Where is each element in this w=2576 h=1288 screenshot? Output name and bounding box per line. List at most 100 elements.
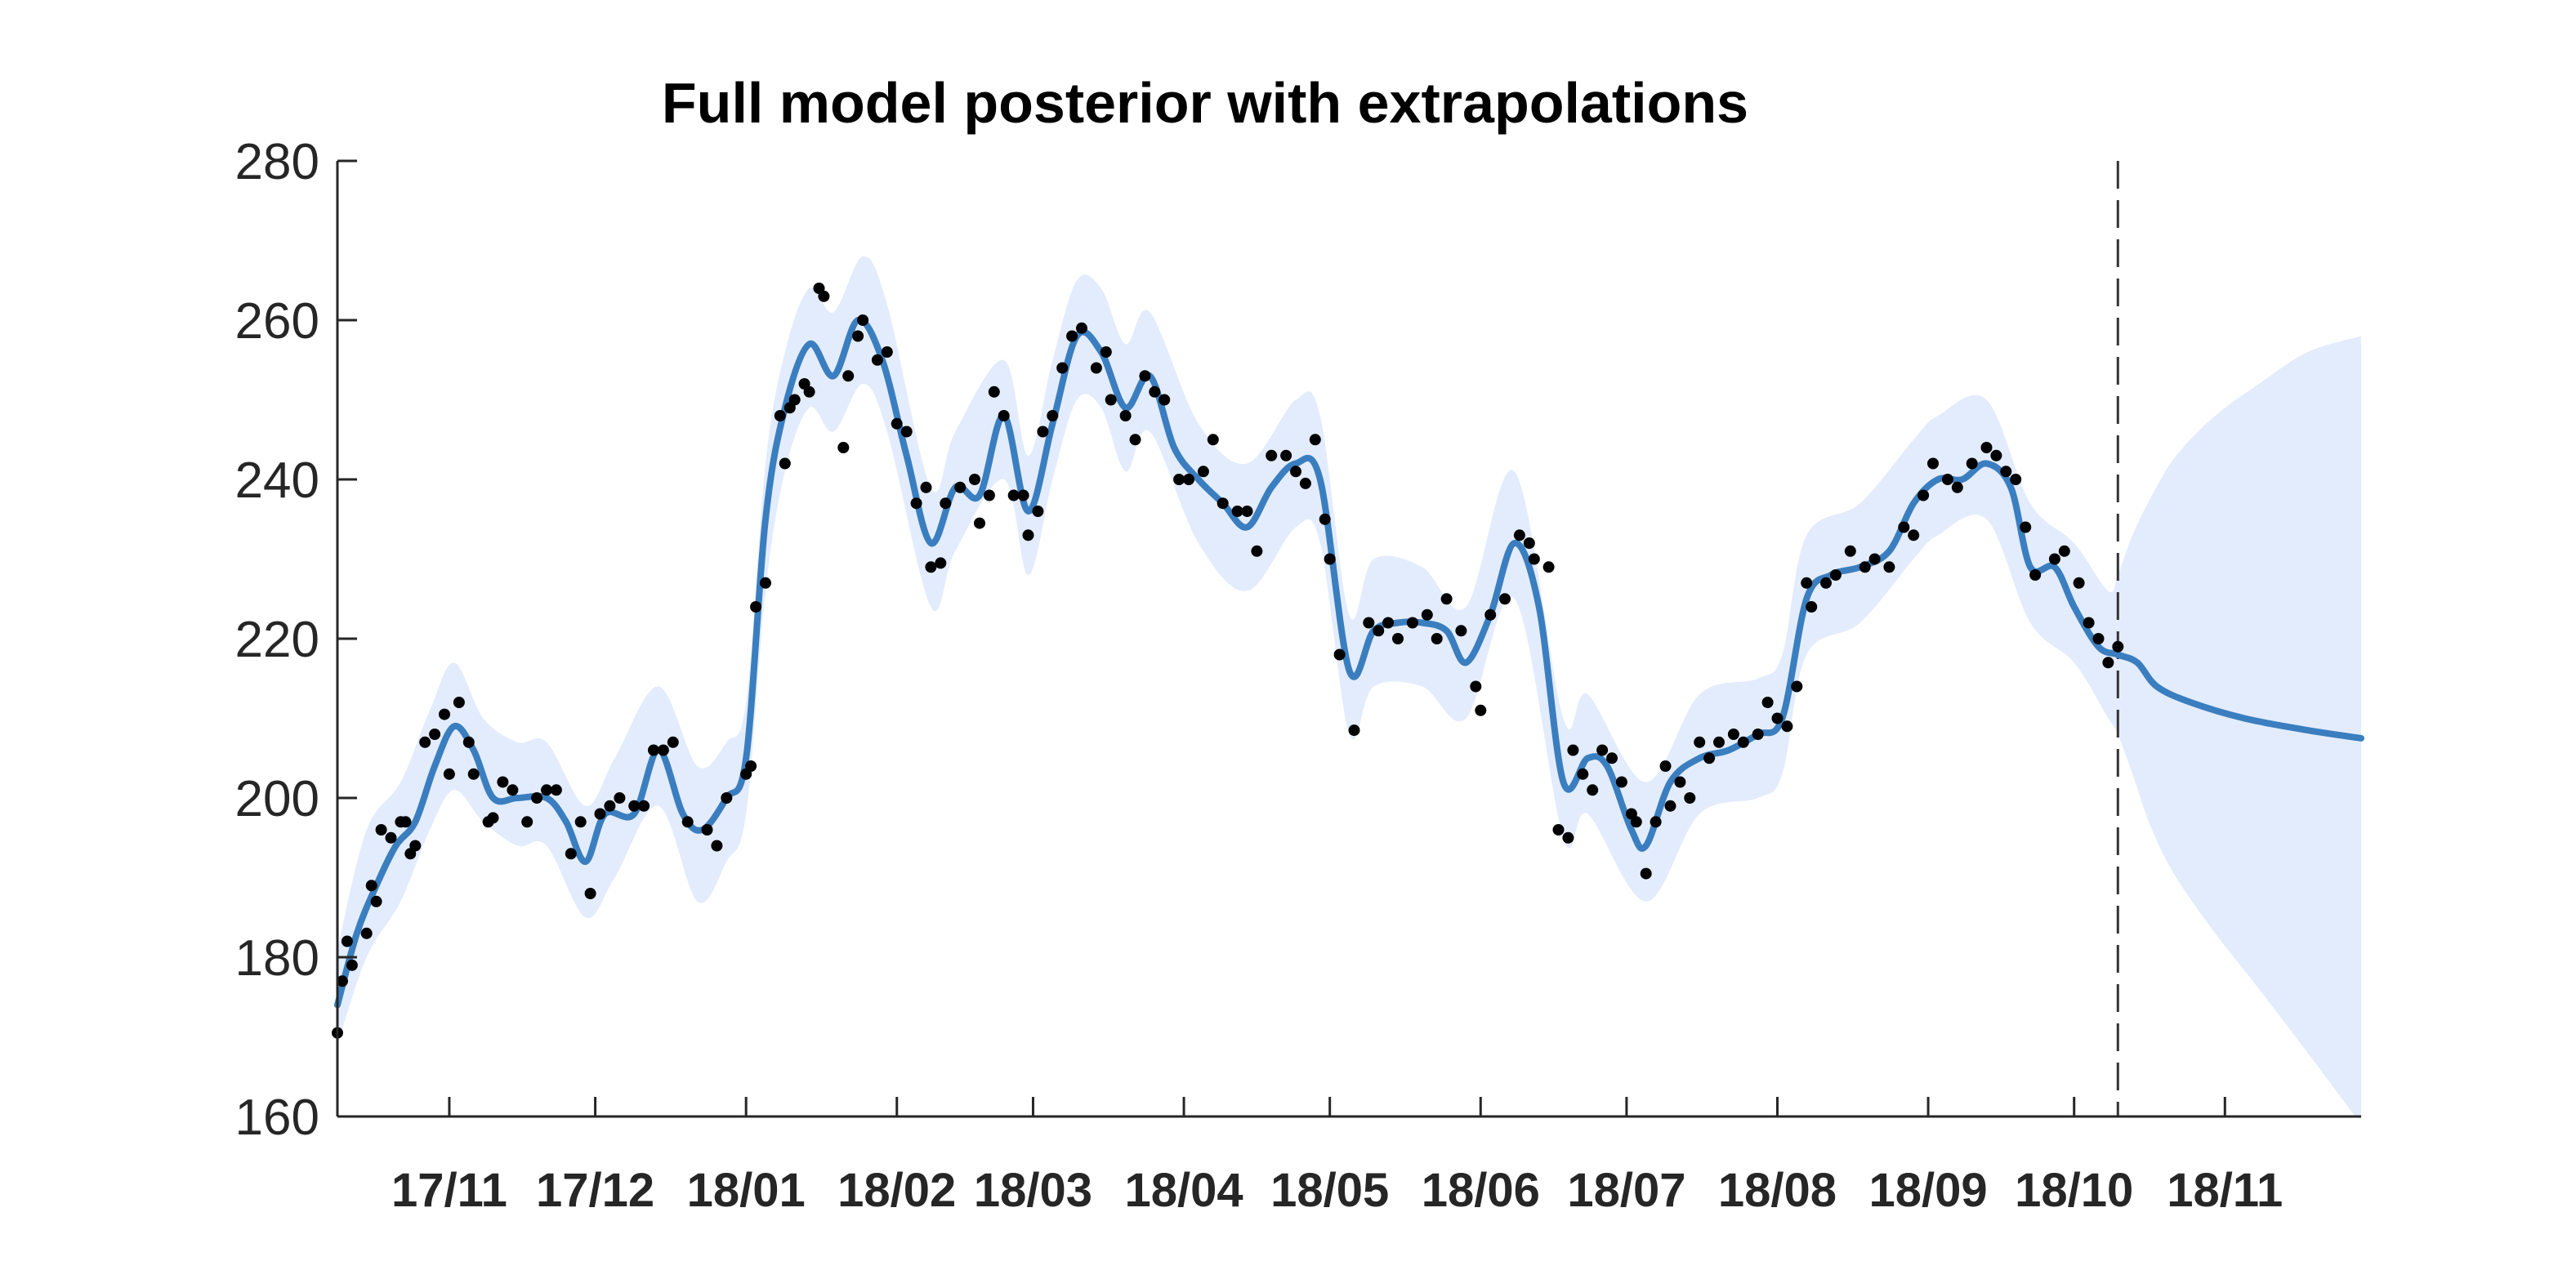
observation-point	[1820, 577, 1832, 589]
observation-point	[818, 290, 830, 302]
observation-point	[1908, 529, 1920, 541]
observation-point	[1431, 633, 1443, 644]
x-tick-label: 17/12	[536, 1164, 654, 1217]
observation-point	[2073, 577, 2085, 589]
observation-point	[871, 354, 883, 366]
x-tick-label: 18/10	[2015, 1164, 2133, 1217]
observation-points-layer	[332, 283, 2124, 1039]
observation-point	[1183, 474, 1194, 485]
observation-point	[2092, 633, 2105, 644]
observation-point	[443, 768, 455, 780]
observation-point	[370, 895, 382, 907]
x-tick-label: 18/02	[837, 1164, 956, 1217]
observation-point	[788, 394, 801, 406]
observation-point	[1149, 386, 1161, 398]
observation-point	[521, 816, 534, 828]
observation-point	[1455, 625, 1467, 637]
observation-point	[1844, 545, 1856, 557]
observation-point	[842, 370, 855, 382]
observation-point	[453, 697, 465, 708]
observation-point	[1406, 617, 1418, 629]
observation-point	[1528, 553, 1540, 565]
observation-point	[1231, 506, 1243, 517]
observation-point	[1119, 410, 1132, 421]
y-tick-label: 220	[235, 612, 319, 668]
observation-point	[462, 736, 475, 748]
observation-point	[721, 792, 733, 804]
observation-point	[1791, 680, 1803, 693]
observation-point	[1484, 608, 1497, 621]
observation-point	[881, 346, 893, 358]
observation-point	[604, 800, 616, 812]
observation-point	[628, 800, 641, 812]
observation-point	[1421, 608, 1433, 621]
observation-point	[531, 792, 543, 804]
observation-point	[346, 959, 358, 971]
observation-point	[419, 736, 431, 748]
observation-point	[657, 744, 669, 756]
observation-point	[760, 577, 771, 589]
observation-point	[910, 497, 922, 510]
observation-point	[1941, 474, 1953, 485]
observation-point	[1475, 704, 1487, 716]
observation-point	[1251, 545, 1263, 557]
observation-point	[1348, 724, 1360, 737]
observation-point	[891, 417, 903, 430]
observation-point	[857, 314, 869, 326]
observation-point	[1640, 867, 1652, 880]
observation-point	[1047, 410, 1059, 421]
observation-point	[1017, 489, 1029, 501]
observation-point	[1917, 489, 1930, 501]
observation-point	[1382, 617, 1395, 629]
x-tick-label: 18/04	[1124, 1164, 1243, 1217]
observation-point	[1552, 824, 1565, 836]
observation-point	[681, 816, 694, 828]
observation-point	[1037, 426, 1049, 438]
observation-point	[1898, 521, 1910, 533]
observation-point	[1241, 506, 1253, 517]
x-tick-label: 18/05	[1270, 1164, 1389, 1217]
observation-point	[1542, 561, 1555, 573]
observation-point	[1513, 529, 1525, 541]
observation-point	[574, 816, 587, 828]
observation-point	[507, 784, 519, 796]
observation-point	[1577, 768, 1589, 780]
credible-band-layer	[337, 256, 2361, 1116]
y-tick-label: 160	[235, 1090, 319, 1146]
observation-point	[1737, 736, 1749, 748]
observation-point	[467, 768, 480, 780]
observation-point	[900, 426, 913, 438]
x-tick-label: 18/01	[687, 1164, 806, 1217]
y-tick-label: 180	[235, 930, 319, 987]
observation-point	[998, 410, 1010, 421]
observation-point	[439, 708, 450, 720]
observation-point	[1197, 466, 1209, 478]
observation-point	[1100, 346, 1112, 358]
observation-point	[779, 457, 791, 470]
observation-point	[1105, 394, 1117, 406]
observation-point	[935, 557, 947, 569]
x-tick-label: 18/11	[2167, 1164, 2283, 1217]
credible-band	[337, 256, 2361, 1116]
x-tick-label: 18/08	[1718, 1164, 1837, 1217]
observation-point	[1927, 457, 1939, 470]
observation-point	[1499, 593, 1511, 605]
observation-point	[1650, 816, 1662, 828]
observation-point	[1173, 474, 1185, 485]
observation-point	[1392, 633, 1404, 644]
observation-point	[638, 800, 650, 812]
observation-point	[940, 497, 952, 510]
observation-point	[1630, 816, 1642, 828]
observation-point	[1022, 529, 1034, 541]
observation-point	[920, 481, 932, 493]
observation-point	[1032, 506, 1044, 517]
observation-point	[2102, 657, 2114, 669]
observation-point	[983, 489, 995, 501]
x-tick-labels: 17/11 17/12 18/01 18/02 18/03 18/04 18/05 18/06…	[391, 1164, 2283, 1217]
observation-point	[2020, 521, 2032, 533]
observation-point	[594, 808, 606, 820]
observation-point	[745, 760, 757, 772]
observation-point	[954, 481, 967, 493]
observation-point	[1606, 752, 1618, 764]
x-tick-label: 17/11	[391, 1164, 507, 1217]
